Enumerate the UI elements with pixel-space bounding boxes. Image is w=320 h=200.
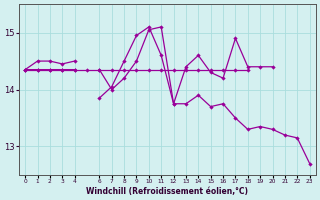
X-axis label: Windchill (Refroidissement éolien,°C): Windchill (Refroidissement éolien,°C)	[86, 187, 248, 196]
